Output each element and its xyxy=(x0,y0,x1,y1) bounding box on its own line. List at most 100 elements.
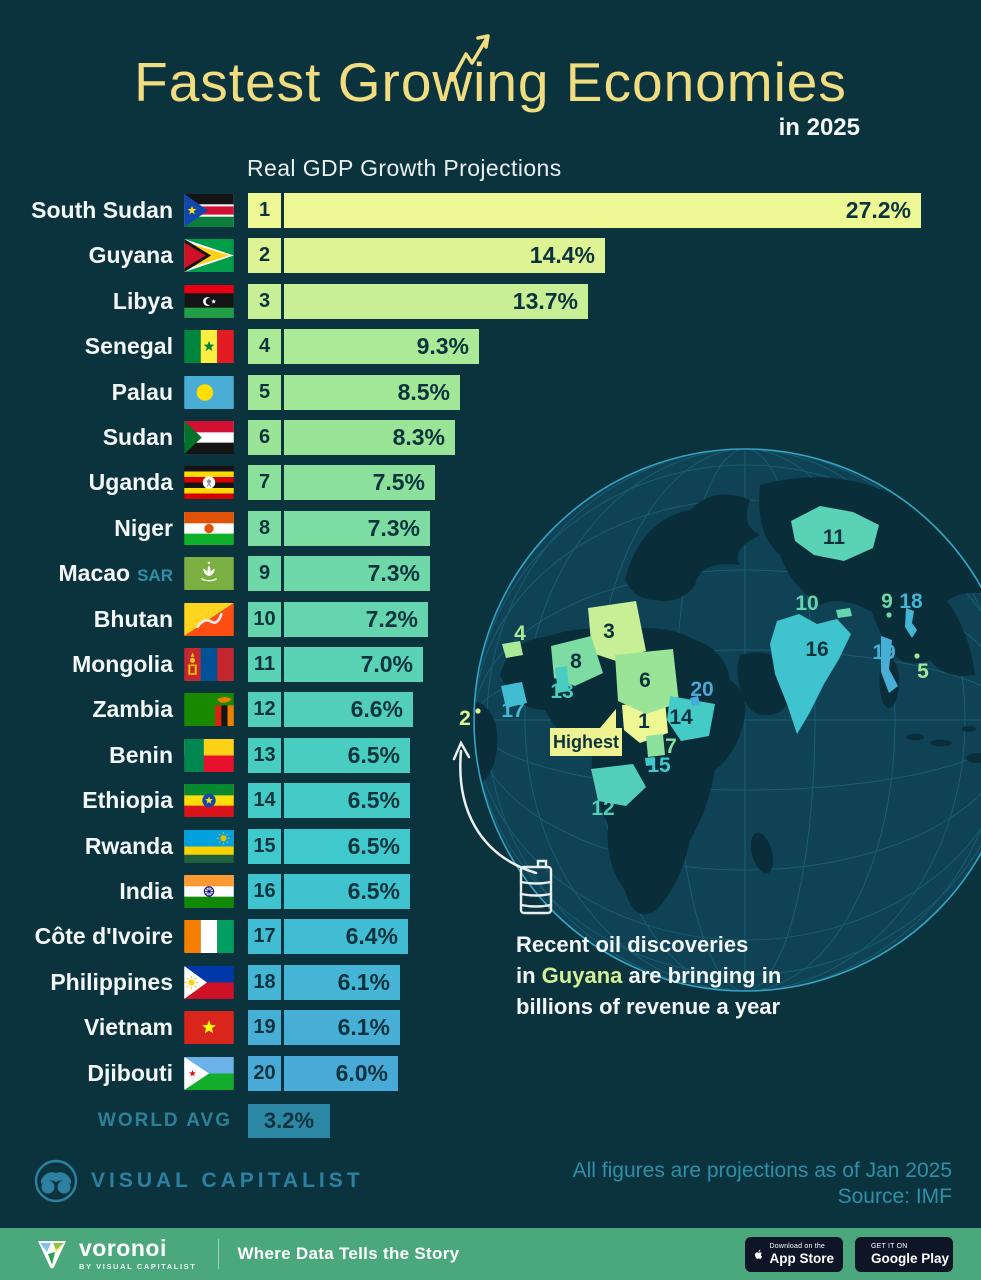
gdp-bar: 7.2% xyxy=(284,602,428,637)
chart-row: Ethiopia 14 6.5% xyxy=(0,783,981,818)
rank-badge: 19 xyxy=(248,1010,281,1045)
globe-marker-20: 20 xyxy=(690,678,713,701)
gdp-bar: 14.4% xyxy=(284,238,605,273)
globe-marker-8: 8 xyxy=(570,650,582,673)
rank-badge: 3 xyxy=(248,284,281,319)
world-avg-bar: 3.2% xyxy=(248,1104,330,1138)
chart-row: India 16 6.5% xyxy=(0,874,981,909)
rank-badge: 15 xyxy=(248,829,281,864)
gdp-bar: 6.5% xyxy=(284,874,410,909)
annotation-arrow xyxy=(452,740,538,875)
bar-value: 6.5% xyxy=(347,878,400,904)
app-store-tagline: Download on the xyxy=(769,1242,826,1250)
chart-row: Vietnam 19 6.1% xyxy=(0,1010,981,1045)
bar-value: 7.0% xyxy=(360,651,413,677)
bar-value: 14.4% xyxy=(529,242,595,268)
page-title: Fastest Growing Economies xyxy=(134,51,847,113)
flag-cote-divoire-icon xyxy=(184,920,234,953)
flag-niger-icon xyxy=(184,512,234,545)
bar-value: 6.5% xyxy=(347,787,400,813)
bar-value: 7.5% xyxy=(372,469,425,495)
gdp-bar: 8.3% xyxy=(284,420,455,455)
google-play-tagline: GET IT ON xyxy=(871,1242,908,1250)
world-avg-row: WORLD AVG 3.2% xyxy=(0,1104,981,1138)
globe-marker-3: 3 xyxy=(603,620,615,643)
country-label: Macao SAR xyxy=(58,560,174,586)
voronoi-icon xyxy=(38,1241,66,1269)
flag-macao-icon xyxy=(184,557,234,590)
globe-marker-7: 7 xyxy=(665,735,677,758)
gdp-bar: 27.2% xyxy=(284,193,921,228)
globe-marker-10: 10 xyxy=(795,592,818,615)
world-avg-value: 3.2% xyxy=(263,1108,315,1133)
annotation-text: Recent oil discoveries xyxy=(516,932,749,957)
flag-senegal-icon xyxy=(184,330,234,363)
growth-arrow-icon xyxy=(450,34,490,82)
globe-marker-13: 13 xyxy=(550,680,573,703)
visual-capitalist-logo: VISUAL CAPITALIST xyxy=(33,1158,364,1204)
source-note: All figures are projections as of Jan 20… xyxy=(573,1158,952,1210)
google-play-badge[interactable]: GET IT ON Google Play xyxy=(855,1236,953,1272)
country-shape-6 xyxy=(615,649,679,714)
flag-ethiopia-icon xyxy=(184,784,234,817)
chart-row: Benin 13 6.5% xyxy=(0,738,981,773)
flag-djibouti-icon xyxy=(184,1057,234,1090)
rank-badge: 10 xyxy=(248,602,281,637)
bar-value: 8.3% xyxy=(392,424,445,450)
country-shape-16 xyxy=(770,614,851,734)
bar-value: 7.2% xyxy=(365,606,418,632)
rank-badge: 12 xyxy=(248,692,281,727)
globe-marker-9: 9 xyxy=(881,590,893,613)
rank-badge: 9 xyxy=(248,556,281,591)
source-line-2: Source: IMF xyxy=(837,1185,952,1208)
country-label: Palau xyxy=(111,379,173,405)
gdp-bar: 6.5% xyxy=(284,738,410,773)
country-shape-10 xyxy=(836,608,852,618)
gdp-bar: 9.3% xyxy=(284,329,479,364)
country-label: Benin xyxy=(109,742,173,768)
country-label: South Sudan xyxy=(31,197,173,223)
rank-badge: 1 xyxy=(248,193,281,228)
globe-marker-16: 16 xyxy=(805,638,828,661)
country-shape-17 xyxy=(501,682,527,708)
gdp-bar: 7.0% xyxy=(284,647,423,682)
globe-marker-17: 17 xyxy=(501,699,524,722)
svg-text:Highest: Highest xyxy=(553,732,619,752)
globe-marker-1: 1 xyxy=(638,710,650,733)
rank-badge: 13 xyxy=(248,738,281,773)
gdp-bar: 6.0% xyxy=(284,1056,398,1091)
gdp-bar: 6.5% xyxy=(284,783,410,818)
globe-marker-5: 5 xyxy=(917,660,929,683)
country-label: Vietnam xyxy=(83,1014,173,1040)
flag-south-sudan-icon xyxy=(184,194,234,227)
footer-bar: voronoi BY VISUAL CAPITALIST Where Data … xyxy=(0,1228,981,1280)
flag-mongolia-icon xyxy=(184,648,234,681)
chart-row: Zambia 12 6.6% xyxy=(0,692,981,727)
footer-divider xyxy=(218,1239,220,1269)
oil-barrel-icon xyxy=(519,859,553,915)
flag-vietnam-icon xyxy=(184,1011,234,1044)
country-label: Libya xyxy=(112,288,173,314)
rank-badge: 7 xyxy=(248,465,281,500)
google-play-label: Google Play xyxy=(871,1250,950,1266)
annotation-line: billions of revenue a year xyxy=(516,991,816,1022)
voronoi-subtitle: BY VISUAL CAPITALIST xyxy=(79,1262,197,1272)
rank-badge: 20 xyxy=(248,1056,281,1091)
visual-capitalist-icon xyxy=(34,1159,78,1203)
app-store-badge[interactable]: Download on the App Store xyxy=(745,1236,843,1272)
chart-row: Niger 8 7.3% xyxy=(0,511,981,546)
rank-badge: 11 xyxy=(248,647,281,682)
chart-row: Bhutan 10 7.2% xyxy=(0,602,981,637)
bar-value: 27.2% xyxy=(845,197,911,223)
chart-row: Uganda 7 7.5% xyxy=(0,465,981,500)
chart-row: Philippines 18 6.1% xyxy=(0,965,981,1000)
oil-annotation: Recent oil discoveries in Guyana are brin… xyxy=(516,856,816,1022)
bar-value: 6.0% xyxy=(335,1060,388,1086)
gdp-bar: 6.5% xyxy=(284,829,410,864)
voronoi-logo: voronoi BY VISUAL CAPITALIST xyxy=(34,1237,196,1271)
annotation-text: are bringing in xyxy=(622,963,782,988)
country-shape-15 xyxy=(645,757,655,766)
globe-marker-12: 12 xyxy=(591,797,614,820)
rank-badge: 17 xyxy=(248,919,281,954)
chart-row: Guyana 2 14.4% xyxy=(0,238,981,273)
